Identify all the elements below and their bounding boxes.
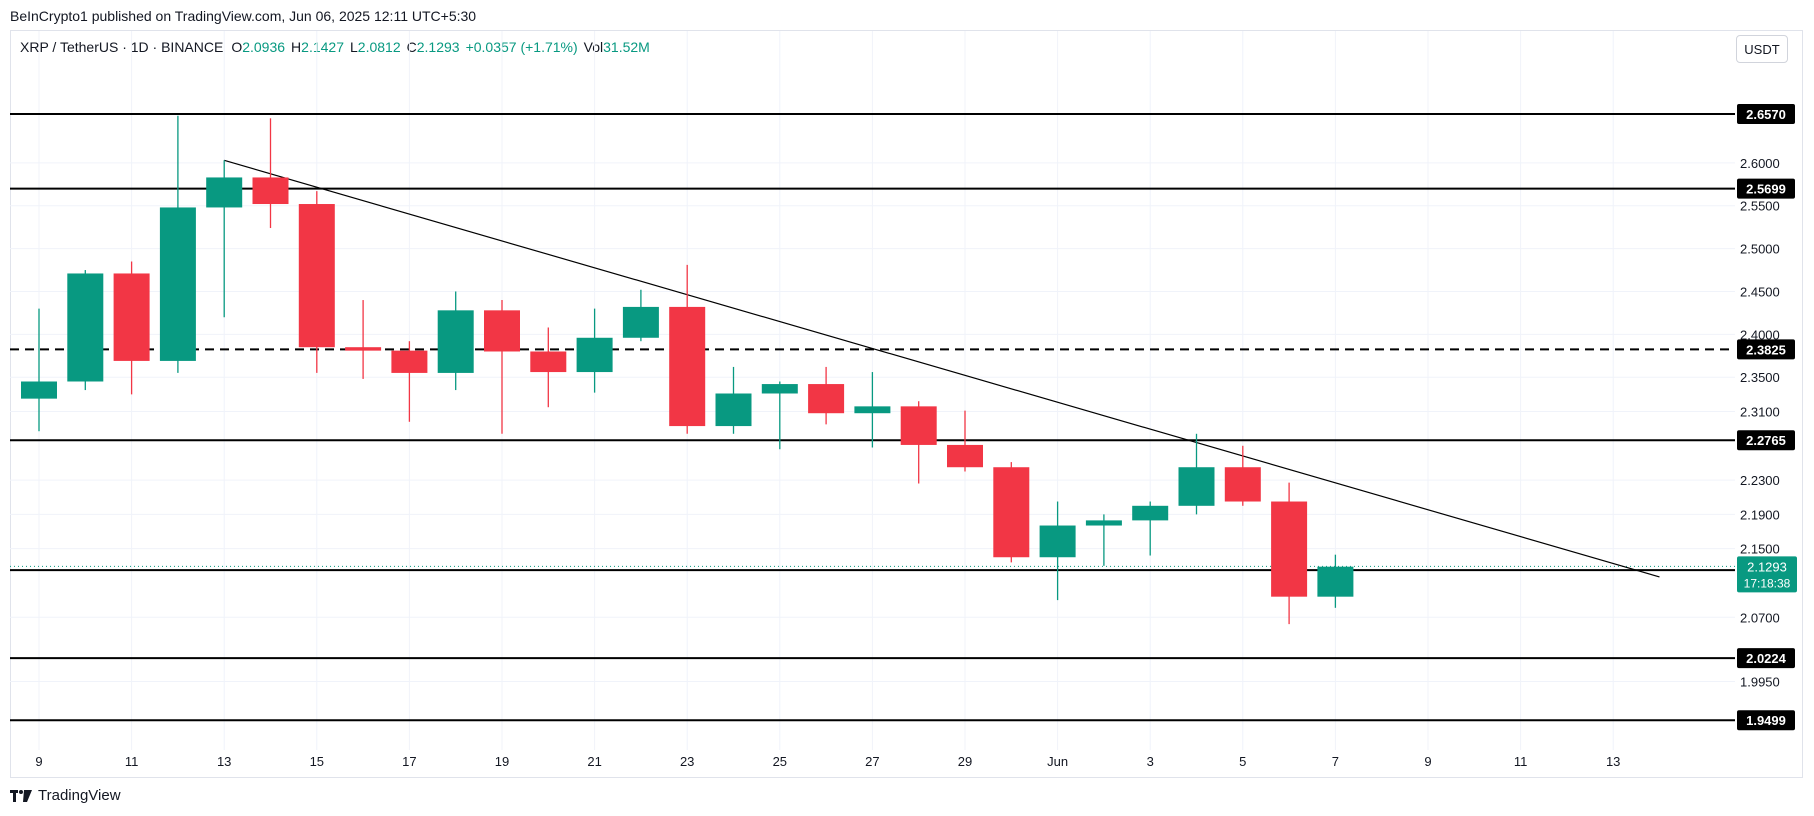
high-value: 2.1427 [301,39,344,55]
y-tick-label: 1.9950 [1740,675,1780,690]
candle-body [345,347,382,351]
candle-body [947,444,983,468]
candle-body [206,177,243,208]
y-tick-label: 2.3500 [1740,370,1780,385]
candle-body [1178,467,1215,506]
price-level-label: 1.9499 [1746,713,1786,728]
x-tick-label: 7 [1332,754,1339,769]
candle-body [1039,525,1076,558]
trendline-layer [224,159,1660,578]
candle-body [761,384,798,394]
candle-body [993,467,1030,558]
x-tick-label: 27 [865,754,879,769]
candle-body [1224,467,1261,502]
price-level-badge [1737,648,1795,669]
candle-body [669,306,706,427]
candle-body [159,207,196,361]
open-label: O [231,39,243,55]
y-tick-label: 2.2300 [1740,473,1780,488]
x-tick-label: 15 [310,754,324,769]
x-tick-label: Jun [1047,754,1068,769]
candle-body [900,406,937,445]
candle-body [67,273,104,382]
candle-body [808,384,845,414]
symbol-name[interactable]: XRP / TetherUS · 1D · BINANCE [20,39,224,55]
y-tick-label: 2.5000 [1740,242,1780,257]
open-value: 2.0936 [242,39,286,55]
candle-body [854,406,891,414]
countdown-label: 17:18:38 [1744,576,1791,590]
x-tick-label: 19 [495,754,509,769]
x-tick-label: 25 [773,754,787,769]
x-tick-label: 29 [958,754,972,769]
price-level-badge [1737,178,1795,199]
high-label: H [291,39,302,55]
candle-body [113,273,150,361]
price-level-label: 2.0224 [1746,651,1787,666]
axis-layer: 2.6000 2.5500 2.5000 2.4500 2.4000 2.3500 2.31… [35,104,1797,769]
x-tick-label: 3 [1147,754,1154,769]
y-tick-label: 2.1500 [1740,542,1780,557]
y-tick-label: 2.1900 [1740,507,1780,522]
candle-body [1271,501,1308,597]
tradingview-logo-text: TradingView [38,787,121,804]
tradingview-logo-icon [10,789,32,802]
candle-body [576,337,613,373]
price-level-label: 2.2765 [1746,433,1786,448]
y-tick-label: 2.6000 [1740,156,1780,171]
publisher-caption: BeInCrypto1 published on TradingView.com… [10,8,477,24]
x-tick-label: 13 [217,754,231,769]
y-tick-label: 2.5500 [1740,199,1780,214]
price-level-badge [1737,710,1795,731]
candle-body [1132,505,1169,521]
candle-body [252,177,289,205]
candle-body [391,350,428,373]
price-level-label: 2.6570 [1746,107,1786,122]
candle-body [484,310,520,352]
chart-frame [10,30,1803,778]
x-tick-label: 17 [402,754,416,769]
volume-value: 31.52M [603,39,650,55]
candle-layer [21,115,1354,625]
current-price-label: 2.1293 [1747,559,1787,574]
descending-trendline [224,159,1660,578]
x-tick-label: 13 [1606,754,1620,769]
candle-body [1085,520,1122,526]
level-layer [10,113,1735,722]
volume-label: Vol [583,39,604,55]
price-level-badge [1737,104,1795,125]
price-level-badge [1737,339,1795,360]
close-value: 2.1293 [416,39,460,55]
x-tick-label: 11 [125,754,139,769]
tradingview-logo[interactable]: TradingView [10,787,121,804]
y-tick-label: 2.4500 [1740,284,1780,299]
x-tick-label: 11 [1514,754,1528,769]
close-label: C [406,39,417,55]
candle-body [21,381,57,399]
change-value: +0.0357 (+1.71%) [465,39,578,55]
price-level-label: 2.3825 [1746,342,1786,357]
candle-body [622,306,659,338]
currency-button[interactable]: USDT [1736,35,1788,63]
low-value: 2.0812 [357,39,401,55]
candle-body [437,310,474,373]
candle-body [530,351,567,373]
candle-body [715,393,752,427]
x-tick-label: 9 [35,754,42,769]
price-level-label: 2.5699 [1746,182,1786,197]
x-tick-label: 9 [1424,754,1431,769]
price-level-badge [1737,430,1795,451]
candle-body [298,204,335,348]
x-tick-label: 5 [1239,754,1246,769]
x-tick-label: 23 [680,754,694,769]
candle-body [1317,566,1354,597]
current-price-badge [1737,556,1797,593]
y-tick-label: 2.4000 [1740,327,1780,342]
y-tick-label: 2.0700 [1740,610,1780,625]
y-tick-label: 2.3100 [1740,405,1780,420]
x-tick-label: 21 [587,754,601,769]
low-label: L [350,39,358,55]
